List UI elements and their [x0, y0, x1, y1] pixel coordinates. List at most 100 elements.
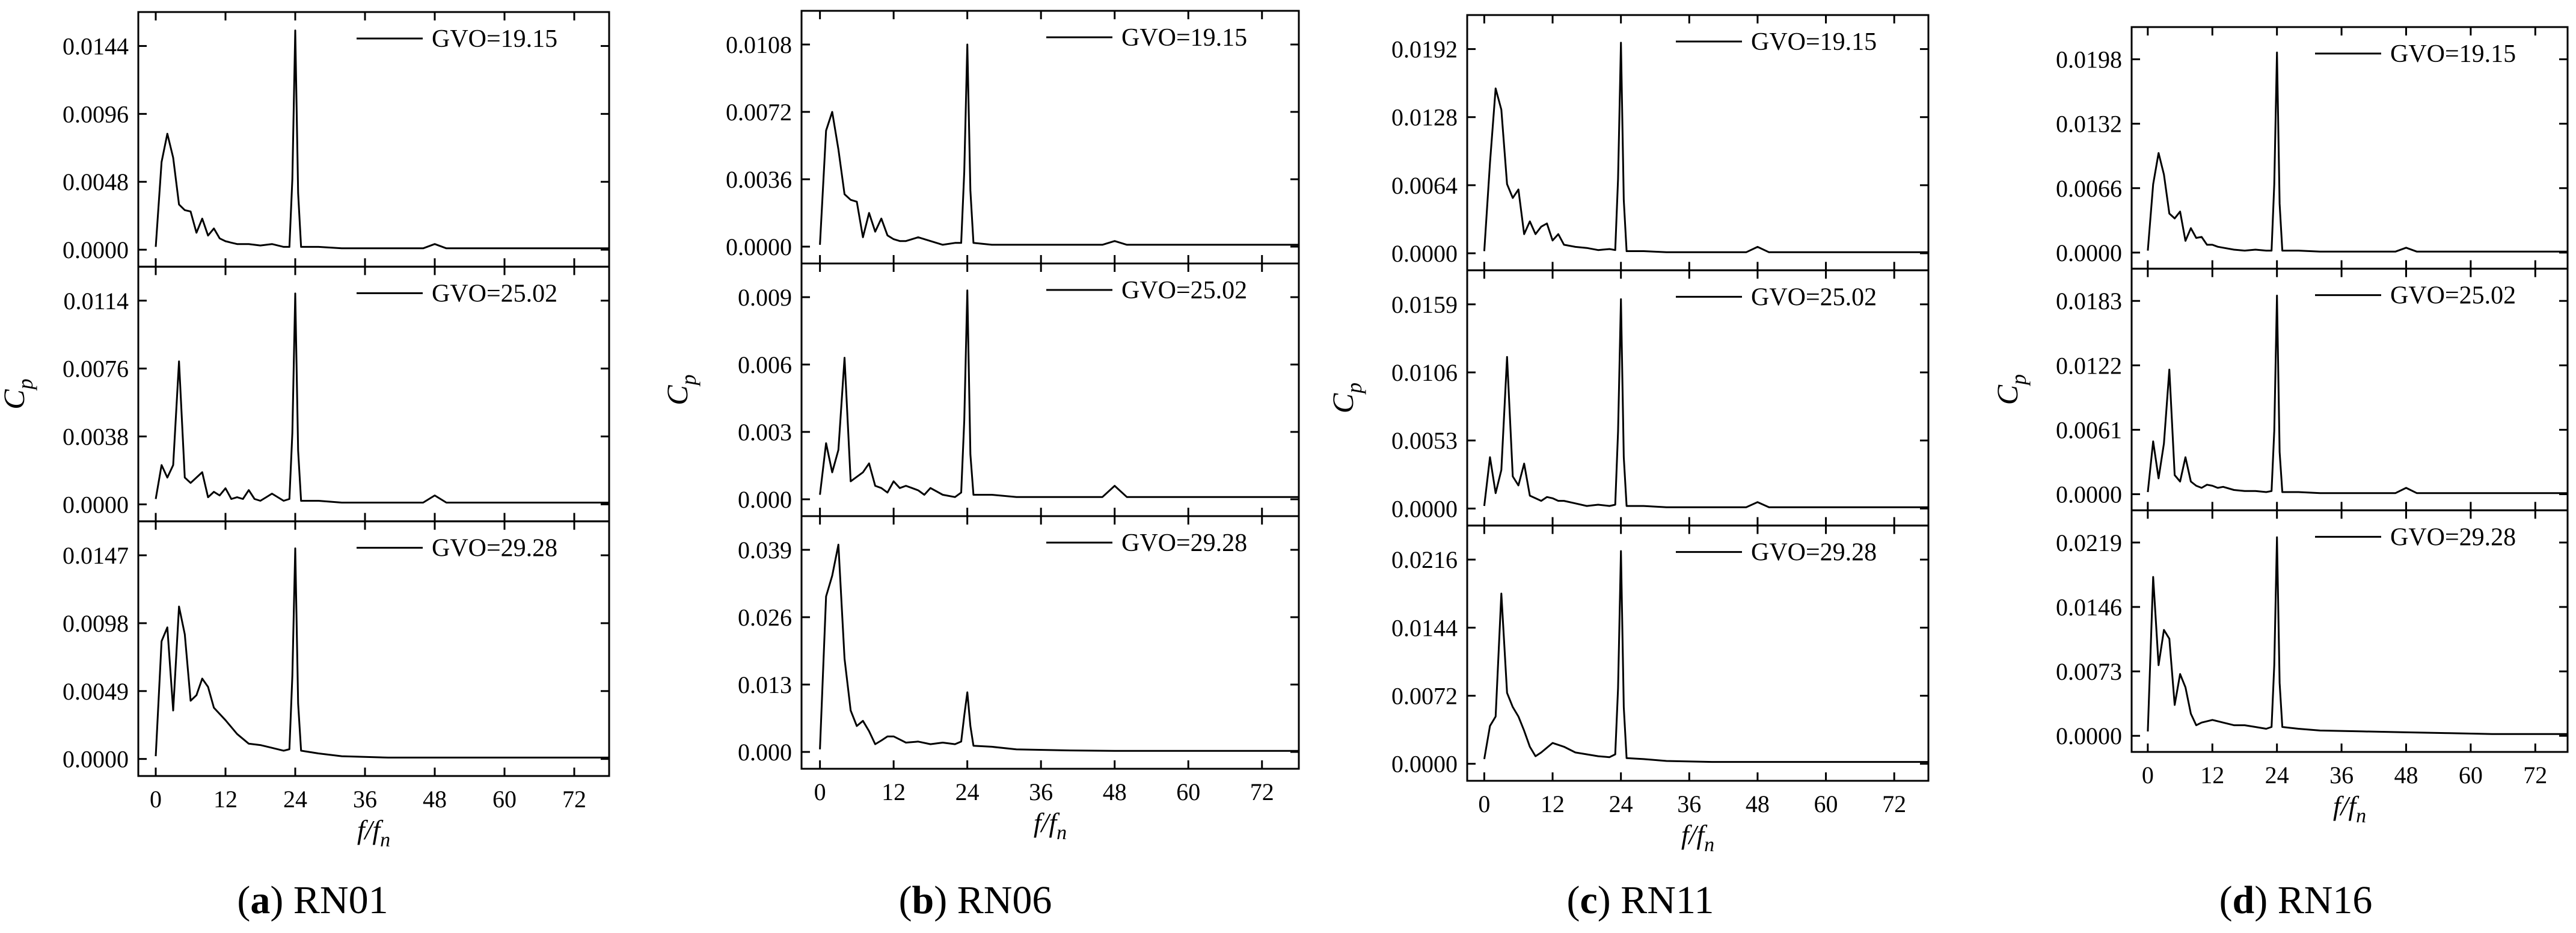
- subplot-RN06-2: 0.000 0.003 0.006 0.009 GVO=25.02: [738, 262, 1300, 517]
- y-tick-label: 0.0000: [1391, 495, 1458, 522]
- y-tick-label: 0.0053: [1391, 427, 1458, 454]
- legend-label: GVO=19.15: [432, 25, 557, 53]
- y-tick-label: 0.0146: [2056, 594, 2122, 621]
- x-tick-label: 48: [2394, 762, 2418, 789]
- y-tick-label: 0.0198: [2056, 46, 2122, 73]
- y-tick-label: 0.009: [738, 284, 792, 311]
- subplot-RN06-1: 0.0000 0.0036 0.0072 0.0108 GVO=19.15: [726, 10, 1300, 265]
- legend-label: GVO=25.02: [2390, 282, 2516, 310]
- y-tick-label: 0.0066: [2056, 175, 2122, 202]
- y-tick-label: 0.0114: [63, 288, 129, 315]
- y-axis-label: Cp: [1326, 383, 1366, 413]
- x-axis-label: f/fn: [357, 814, 390, 851]
- y-tick-label: 0.0147: [63, 542, 129, 569]
- x-tick-label: 60: [492, 786, 517, 813]
- y-tick-label: 0.0000: [2056, 239, 2122, 266]
- series-line: [155, 29, 609, 250]
- x-tick-label: 12: [2200, 762, 2224, 789]
- x-tick-label: 24: [955, 778, 980, 805]
- y-tick-label: 0.0038: [63, 423, 129, 451]
- y-tick-label: 0.0076: [63, 356, 129, 383]
- x-tick-label: 12: [1541, 790, 1565, 818]
- y-tick-label: 0.0000: [1391, 240, 1458, 267]
- figure-caption: (b) RN06: [899, 878, 1052, 922]
- subplot-RN16-1: 0.0000 0.0066 0.0132 0.0198 GVO=19.15: [2056, 26, 2569, 270]
- y-tick-label: 0.013: [738, 671, 792, 698]
- y-tick-label: 0.000: [738, 486, 792, 513]
- plot-frame: [137, 520, 610, 777]
- x-tick-label: 0: [814, 778, 826, 805]
- legend-label: GVO=25.02: [432, 280, 557, 307]
- x-tick-label: 36: [2329, 762, 2354, 789]
- y-tick-label: 0.006: [738, 351, 792, 378]
- figure-caption: (a) RN01: [237, 878, 388, 922]
- y-tick-label: 0.0098: [63, 610, 129, 637]
- legend-label: GVO=19.15: [1121, 24, 1247, 52]
- y-tick-label: 0.0106: [1391, 359, 1458, 386]
- legend-label: GVO=25.02: [1751, 283, 1877, 311]
- y-tick-label: 0.0183: [2056, 288, 2122, 315]
- x-tick-label: 48: [423, 786, 447, 813]
- y-tick-label: 0.039: [738, 537, 792, 564]
- subplot-RN01-3: 0.0000 0.0049 0.0098 0.0147 GVO=29.28: [63, 520, 610, 777]
- series-line: [2147, 294, 2568, 494]
- x-tick-label: 36: [1677, 790, 1701, 818]
- x-tick-label: 48: [1103, 778, 1127, 805]
- y-tick-label: 0.0132: [2056, 111, 2122, 138]
- subplot-RN16-2: 0.0000 0.0061 0.0122 0.0183 GVO=25.02: [2056, 268, 2569, 511]
- y-axis-label: Cp: [660, 374, 701, 405]
- legend-label: GVO=19.15: [2390, 40, 2516, 68]
- y-tick-label: 0.0049: [63, 678, 129, 705]
- y-tick-label: 0.0072: [726, 99, 792, 126]
- series-line: [155, 292, 609, 503]
- y-tick-label: 0.0061: [2056, 416, 2122, 443]
- x-tick-label: 24: [1609, 790, 1633, 818]
- subplot-RN11-1: 0.0000 0.0064 0.0128 0.0192 GVO=19.15: [1391, 14, 1930, 271]
- subplot-RN06-3: 0.000 0.013 0.026 0.039 GVO=29.28: [738, 515, 1300, 770]
- y-axis-label: Cp: [1990, 374, 2031, 405]
- plot-frame: [2130, 509, 2569, 753]
- y-tick-label: 0.0219: [2056, 529, 2122, 556]
- x-tick-label: 72: [2523, 762, 2547, 789]
- subplot-RN01-2: 0.0000 0.0038 0.0076 0.0114 GVO=25.02: [63, 265, 610, 523]
- y-tick-label: 0.0192: [1391, 36, 1458, 63]
- x-tick-label: 60: [2459, 762, 2483, 789]
- x-tick-label: 48: [1746, 790, 1770, 818]
- y-tick-label: 0.0000: [2056, 722, 2122, 750]
- y-tick-label: 0.0064: [1391, 172, 1458, 199]
- x-tick-label: 60: [1176, 778, 1200, 805]
- y-tick-label: 0.0144: [63, 32, 129, 60]
- y-tick-label: 0.0073: [2056, 658, 2122, 685]
- series-line: [155, 547, 609, 759]
- y-tick-label: 0.0072: [1391, 683, 1458, 710]
- subplot-RN16-3: 0.0000 0.0073 0.0146 0.0219 GVO=29.28: [2056, 509, 2569, 753]
- subplot-RN01-1: 0.0000 0.0048 0.0096 0.0144 GVO=19.15: [63, 11, 610, 268]
- x-tick-label: 0: [2142, 762, 2154, 789]
- legend-label: GVO=29.28: [432, 535, 557, 562]
- legend-label: GVO=29.28: [1121, 529, 1247, 557]
- y-tick-label: 0.0159: [1391, 291, 1458, 318]
- plot-frame: [800, 515, 1300, 770]
- figure-caption: (c) RN11: [1567, 878, 1714, 922]
- y-tick-label: 0.0000: [63, 236, 129, 263]
- x-tick-label: 24: [283, 786, 307, 813]
- x-tick-label: 72: [562, 786, 586, 813]
- x-axis-label: f/fn: [1681, 819, 1714, 856]
- series-line: [1483, 298, 1928, 508]
- y-tick-label: 0.0122: [2056, 352, 2122, 379]
- series-line: [2147, 51, 2568, 253]
- y-tick-label: 0.0216: [1391, 546, 1458, 573]
- legend-label: GVO=25.02: [1121, 277, 1247, 304]
- series-line: [1483, 42, 1928, 253]
- figure-caption: (d) RN16: [2219, 878, 2373, 922]
- x-tick-label: 12: [213, 786, 238, 813]
- legend-label: GVO=19.15: [1751, 28, 1877, 56]
- x-tick-label: 36: [353, 786, 377, 813]
- series-line: [819, 43, 1299, 246]
